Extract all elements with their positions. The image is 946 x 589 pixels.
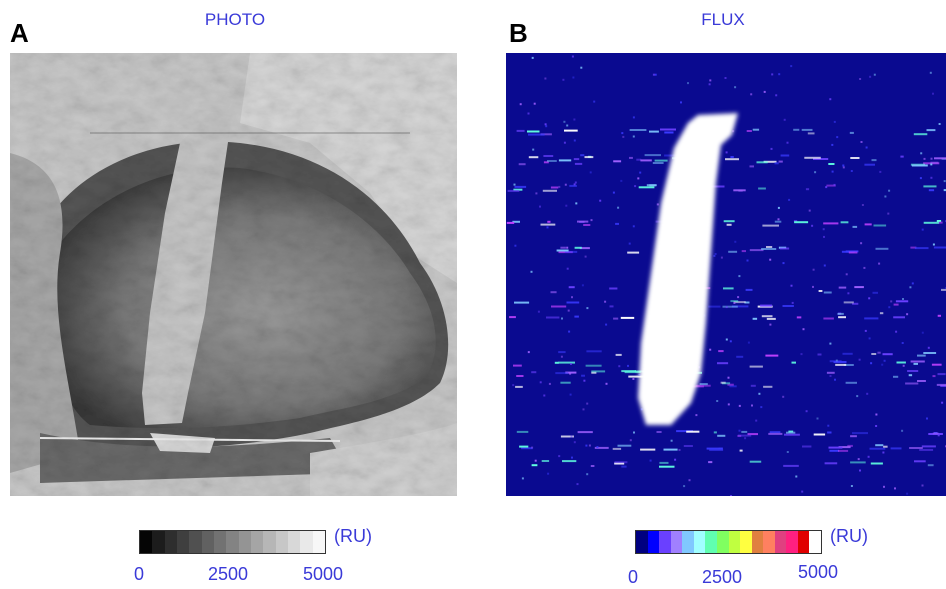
colorbar-cell	[312, 531, 325, 553]
flux-tick-5000: 5000	[798, 562, 839, 582]
panel-title-photo: PHOTO	[204, 10, 266, 29]
colorbar-cell	[693, 531, 706, 553]
colorbar-cell	[728, 531, 741, 553]
colorbar-cell	[164, 531, 177, 553]
colorbar-cell	[740, 531, 752, 553]
colorbar-cell	[636, 531, 648, 553]
panel-title-flux: FLUX	[701, 10, 745, 29]
colorbar-cell	[213, 531, 227, 553]
colorbar-cell	[176, 531, 190, 553]
colorbar-cell	[201, 531, 214, 553]
colorbar-cell	[786, 531, 798, 553]
colorbar-cell	[670, 531, 683, 553]
colorbar-cell	[152, 531, 165, 553]
flux-colorbar-unit: (RU)	[830, 526, 868, 546]
colorbar-cell	[287, 531, 301, 553]
colorbar-cell	[140, 531, 153, 553]
colorbar-cell	[647, 531, 660, 553]
colorbar-cell	[226, 531, 239, 553]
photo-tick-0: 0	[134, 564, 145, 584]
colorbar-cell	[763, 531, 775, 553]
panel-letter-a: A	[10, 18, 29, 48]
colorbar-cell	[716, 531, 729, 553]
photo-colorbar	[139, 530, 326, 554]
colorbar-cell	[774, 531, 787, 553]
colorbar-cell	[705, 531, 717, 553]
colorbar-cell	[809, 531, 821, 553]
colorbar-cell	[263, 531, 276, 553]
flux-colorbar	[635, 530, 822, 554]
colorbar-cell	[238, 531, 251, 553]
colorbar-cell	[797, 531, 810, 553]
photo-image	[10, 53, 457, 496]
colorbar-cell	[275, 531, 288, 553]
colorbar-cell	[682, 531, 694, 553]
panel-letter-b: B	[509, 18, 528, 48]
colorbar-cell	[751, 531, 764, 553]
flux-tick-2500: 2500	[702, 567, 743, 587]
colorbar-cell	[189, 531, 202, 553]
photo-colorbar-unit: (RU)	[334, 526, 372, 546]
flux-tick-0: 0	[628, 567, 639, 587]
colorbar-cell	[659, 531, 671, 553]
photo-tick-5000: 5000	[303, 564, 344, 584]
colorbar-cell	[250, 531, 264, 553]
colorbar-cell	[300, 531, 313, 553]
flux-image	[506, 53, 946, 496]
photo-tick-2500: 2500	[208, 564, 249, 584]
